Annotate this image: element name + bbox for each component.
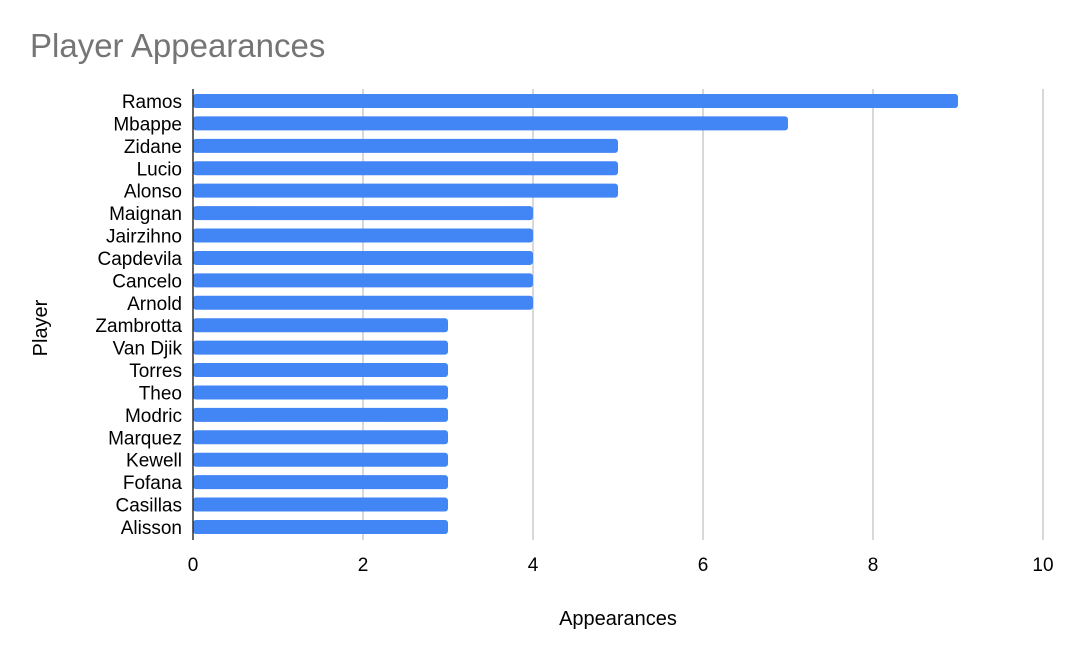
bar-jairzihno: [193, 228, 533, 243]
x-tick-label: 10: [1032, 555, 1053, 576]
y-category-label: Arnold: [127, 294, 182, 315]
bar-alisson: [193, 519, 448, 534]
y-category-label: Marquez: [108, 428, 182, 449]
y-category-label: Alonso: [124, 182, 182, 203]
x-tick-label: 0: [188, 555, 199, 576]
x-tick-label: 4: [528, 555, 539, 576]
y-category-label: Zidane: [124, 137, 182, 158]
y-category-label: Torres: [129, 361, 182, 382]
bar-alonso: [193, 183, 618, 198]
bar-van-djik: [193, 340, 448, 355]
y-category-label: Ramos: [122, 92, 182, 113]
bar-kewell: [193, 452, 448, 467]
bar-theo: [193, 385, 448, 400]
bar-ramos: [193, 94, 958, 108]
y-category-label: Maignan: [109, 204, 182, 225]
bar-casillas: [193, 497, 448, 512]
y-category-label: Modric: [125, 406, 182, 427]
bar-fofana: [193, 475, 448, 490]
bar-torres: [193, 363, 448, 378]
y-category-label: Theo: [139, 383, 182, 404]
gridlines: [362, 89, 1044, 540]
y-category-labels: RamosMbappeZidaneLucioAlonsoMaignanJairz…: [95, 92, 182, 539]
x-tick-label: 2: [358, 555, 369, 576]
bar-zambrotta: [193, 318, 448, 333]
y-category-label: Capdevila: [98, 249, 183, 270]
y-category-label: Zambrotta: [95, 316, 182, 337]
y-category-label: Fofana: [123, 473, 183, 494]
x-tick-labels: 0 2 4 6 8 10: [188, 555, 1054, 576]
bar-lucio: [193, 161, 618, 176]
y-axis-title: Player: [30, 299, 52, 356]
x-axis-title: Appearances: [559, 608, 677, 630]
x-tick-label: 6: [698, 555, 709, 576]
y-category-label: Mbappe: [113, 114, 182, 135]
y-category-label: Kewell: [126, 451, 182, 472]
y-category-label: Van Djik: [113, 339, 183, 360]
bar-capdevila: [193, 250, 533, 265]
bar-modric: [193, 407, 448, 422]
y-category-label: Lucio: [137, 159, 182, 180]
y-category-label: Cancelo: [112, 271, 182, 292]
x-tick-label: 8: [868, 555, 879, 576]
bar-mbappe: [193, 116, 788, 131]
bar-zidane: [193, 138, 618, 153]
bar-cancelo: [193, 273, 533, 288]
bar-maignan: [193, 206, 533, 221]
y-category-label: Jairzihno: [106, 227, 182, 248]
y-category-label: Alisson: [121, 518, 182, 539]
bar-marquez: [193, 430, 448, 445]
bars: [193, 94, 958, 534]
bar-arnold: [193, 295, 533, 310]
y-category-label: Casillas: [115, 496, 182, 517]
chart-title: Player Appearances: [30, 27, 325, 64]
